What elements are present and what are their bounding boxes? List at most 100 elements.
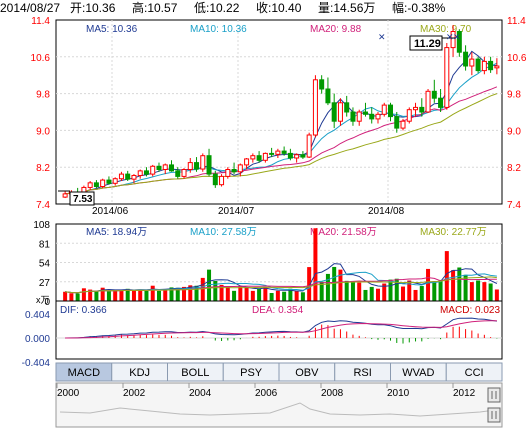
max-marker-icon: ✕ xyxy=(378,32,386,42)
candle-body xyxy=(406,109,412,122)
volume-bar xyxy=(325,273,330,301)
tab-label: RSI xyxy=(353,367,371,379)
timeline-years: 2000 2002 2004 2006 2008 2010 2012 xyxy=(56,383,476,399)
volume-bar xyxy=(413,289,418,301)
volume-bar xyxy=(394,278,399,301)
volume-bar xyxy=(207,269,212,301)
max-marker-icon: ✕ xyxy=(453,32,461,42)
volume-bar xyxy=(100,287,105,301)
price-y-tick: 9.8 xyxy=(36,90,50,101)
x-tick-label: 2014/08 xyxy=(368,206,405,217)
candle-body xyxy=(444,47,450,108)
volume-bar xyxy=(344,280,349,301)
volume-bar xyxy=(75,293,80,301)
candle-body xyxy=(200,155,206,170)
tab-label: MACD xyxy=(68,367,100,379)
price-y-axis-left: 11.4 10.6 9.8 9.0 8.2 7.4 xyxy=(31,16,51,211)
moving-average-lines xyxy=(65,50,498,195)
candle-body xyxy=(375,113,381,120)
volume-ma-label: MA20: 21.58万 xyxy=(310,227,377,238)
timeline-year: 2002 xyxy=(123,388,146,399)
tab-cci[interactable] xyxy=(445,362,503,382)
candle-body xyxy=(131,174,137,180)
max-marker-icon: ✕ xyxy=(446,32,454,42)
macd-y-tick: -0.404 xyxy=(22,358,51,369)
candle-body xyxy=(456,31,462,53)
volume-bars xyxy=(63,228,499,301)
candle-body xyxy=(488,60,494,71)
volume-bar xyxy=(131,290,136,301)
timeline-handle[interactable] xyxy=(487,387,501,423)
macd-dif-label: DIF: 0.366 xyxy=(60,305,107,316)
candle-body xyxy=(181,169,187,177)
timeline-navigator[interactable] xyxy=(55,382,503,428)
volume-ma-line xyxy=(65,271,497,294)
candle-body xyxy=(143,170,149,175)
volume-ma-line xyxy=(65,276,497,294)
volume-bar xyxy=(263,287,268,301)
volume-bar xyxy=(238,286,243,301)
tab-label: PSY xyxy=(240,367,263,379)
candle-body xyxy=(156,165,162,170)
min-price-flag: 7.53 xyxy=(58,190,95,206)
candle-body xyxy=(237,164,243,173)
candle-body xyxy=(325,88,331,104)
candle-body xyxy=(337,102,343,122)
volume-bar xyxy=(338,269,343,301)
volume-bar xyxy=(494,289,499,301)
volume-bar xyxy=(451,270,456,301)
tab-label: WVAD xyxy=(402,367,434,379)
price-y-tick: 9.0 xyxy=(36,126,50,137)
candle-body xyxy=(300,154,306,158)
volume-y-tick: 27 xyxy=(39,278,51,289)
volume-bar xyxy=(350,281,355,301)
header-open: 开:10.36 xyxy=(70,1,116,15)
volume-bar xyxy=(332,266,337,301)
volume-bar xyxy=(463,274,468,301)
volume-bar xyxy=(407,280,412,301)
volume-bar xyxy=(388,279,393,301)
indicator-tabs: MACD KDJ BOLL PSY OBV RSI WVAD CCI xyxy=(55,362,503,382)
tab-label: OBV xyxy=(295,367,319,379)
candle-body xyxy=(225,169,231,177)
volume-ma-lines xyxy=(65,263,498,294)
ma10-line xyxy=(65,62,498,195)
svg-text:11.29: 11.29 xyxy=(414,38,441,50)
volume-bar xyxy=(213,281,218,301)
timeline-year: 2010 xyxy=(387,388,410,399)
price-ma-label: MA20: 9.88 xyxy=(310,24,362,35)
volume-bar xyxy=(125,288,130,301)
volume-bar xyxy=(94,290,99,301)
candle-body xyxy=(206,155,212,175)
volume-bar xyxy=(369,286,374,301)
volume-bar xyxy=(219,284,224,301)
timeline-year: 2000 xyxy=(57,388,80,399)
volume-bar xyxy=(232,290,237,301)
candle-body xyxy=(400,120,406,129)
price-y-tick-right: 11.4 xyxy=(507,16,526,27)
volume-bar xyxy=(81,288,86,301)
volume-bar xyxy=(488,283,493,301)
candle-body xyxy=(281,150,287,154)
price-y-tick-right: 9.0 xyxy=(507,126,521,137)
timeline-sparkline xyxy=(59,402,496,417)
candle-body xyxy=(256,155,262,161)
candle-body xyxy=(287,152,293,159)
tab-label: CCI xyxy=(465,367,484,379)
volume-bar xyxy=(401,286,406,301)
volume-unit: x万 xyxy=(36,295,50,305)
volume-bar xyxy=(357,282,362,301)
volume-bar xyxy=(294,290,299,301)
candle-body xyxy=(262,152,268,161)
volume-bar xyxy=(300,292,305,301)
volume-bar xyxy=(438,279,443,301)
volume-y-tick: 54 xyxy=(39,259,51,270)
price-y-tick-right: 7.4 xyxy=(507,200,521,211)
max-price-flag: 11.29 ✕ ✕ ✕ xyxy=(378,32,461,51)
macd-y-axis: 0.404 0.000 -0.404 xyxy=(22,310,51,369)
volume-bar xyxy=(144,290,149,301)
volume-bar xyxy=(307,267,312,301)
timeline-year: 2006 xyxy=(255,388,278,399)
volume-bar xyxy=(319,281,324,301)
volume-bar xyxy=(426,268,431,301)
